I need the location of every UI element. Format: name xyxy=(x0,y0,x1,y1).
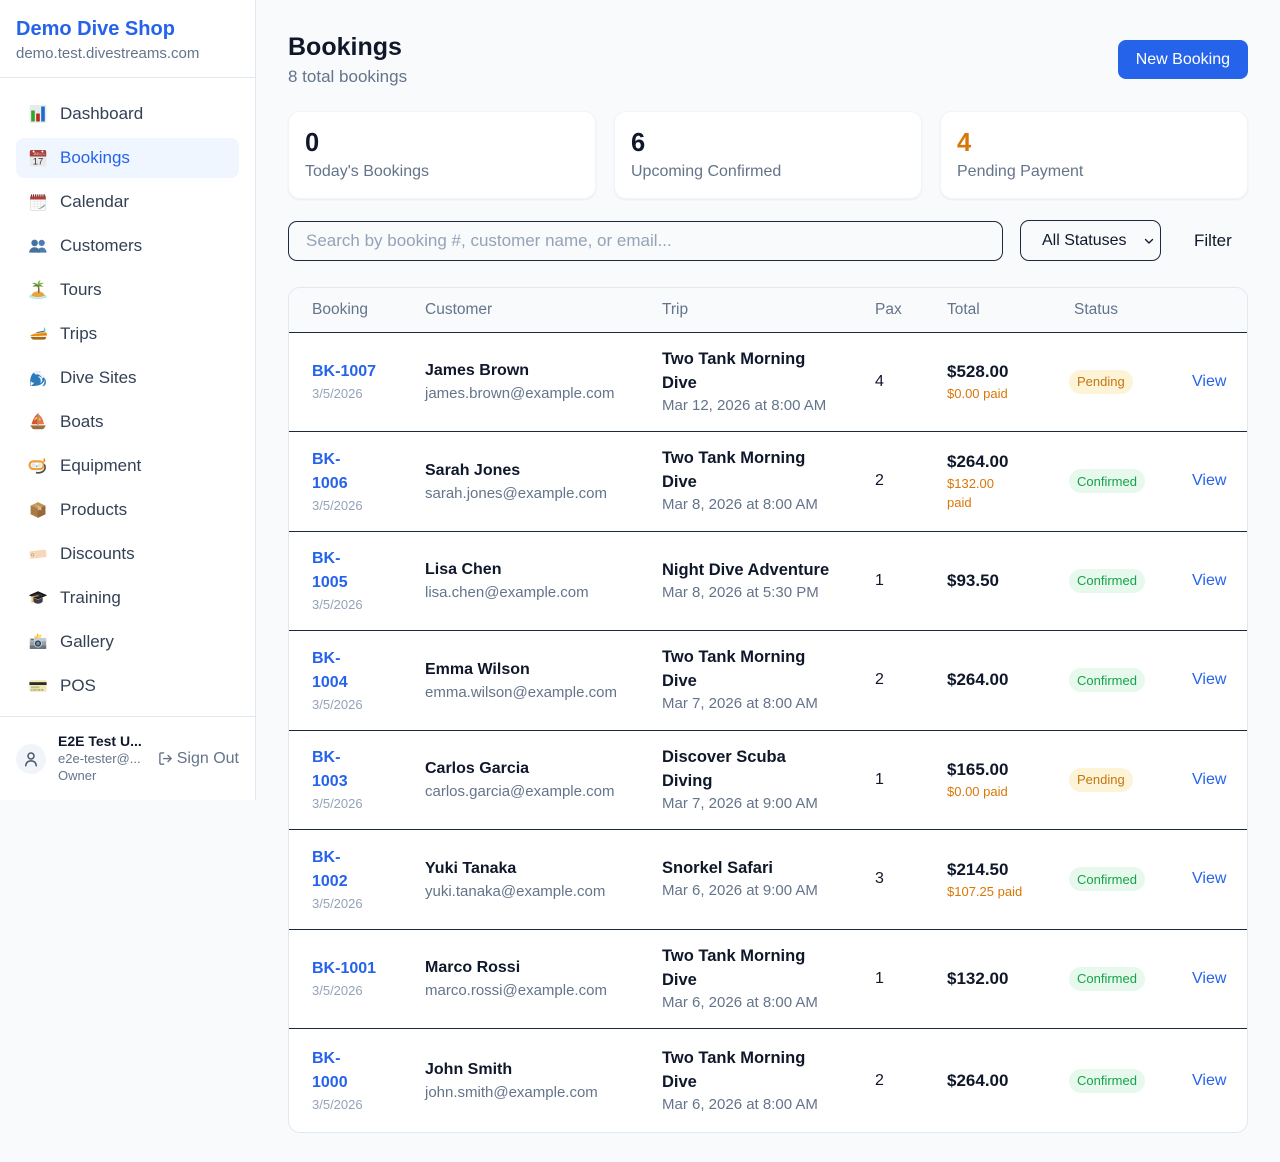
svg-text:1234 5678: 1234 5678 xyxy=(31,688,44,692)
svg-text:JUL: JUL xyxy=(34,152,40,156)
svg-text:17: 17 xyxy=(33,157,44,168)
